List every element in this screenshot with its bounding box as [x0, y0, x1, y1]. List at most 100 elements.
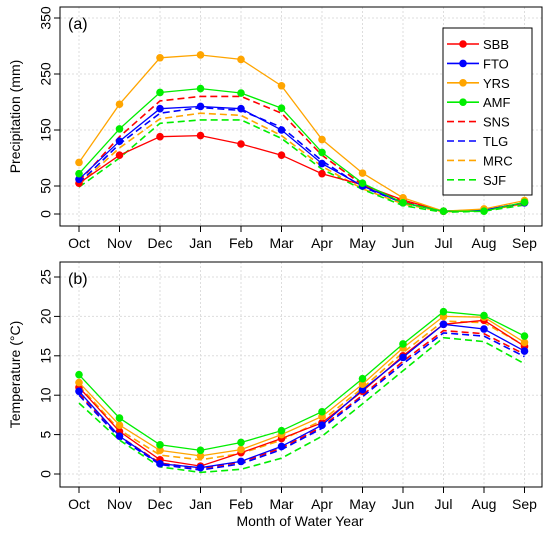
y-tick-label: 150 — [38, 118, 54, 142]
data-point-amf — [480, 311, 488, 320]
data-point-amf — [520, 332, 529, 340]
panel-a: 0 50 150 250 350 Oct Nov Dec Jan Feb Mar Apr May Jun J… — [7, 6, 543, 251]
panel-b: 0 5 10 15 20 25 Oct Nov Dec Jan Feb Mar Apr May Jun Jul… — [7, 261, 543, 512]
x-tick-label: Apr — [311, 235, 333, 251]
legend-label-tlg: TLG — [483, 134, 508, 149]
series-line-sjf — [78, 119, 525, 214]
data-point-amf — [520, 198, 529, 207]
data-point-amf — [439, 307, 448, 316]
data-point-amf — [318, 407, 326, 416]
data-point-fto — [439, 320, 448, 329]
legend-marker-sbb — [459, 40, 467, 48]
series-line-sns — [78, 329, 525, 470]
x-tick-label: May — [349, 235, 375, 251]
x-tick-label: Oct — [68, 235, 90, 251]
x-tick-label: Dec — [148, 496, 173, 512]
data-point-amf — [277, 426, 286, 435]
data-point-amf — [399, 199, 407, 207]
x-tick-label: Jun — [392, 496, 415, 512]
series-line-yrs — [78, 315, 525, 457]
y-tick-label: 20 — [38, 308, 54, 324]
panel-label: (b) — [68, 271, 88, 288]
data-point-yrs — [75, 158, 83, 167]
data-point-fto — [318, 159, 326, 168]
series-line-amf — [78, 87, 525, 212]
series-line-sjf — [78, 336, 525, 474]
data-point-amf — [115, 125, 124, 133]
data-point-sbb — [156, 132, 164, 141]
x-tick-label: Mar — [269, 496, 293, 512]
x-tick-label: Jul — [435, 235, 453, 251]
x-tick-label: Feb — [229, 235, 253, 251]
x-tick-label: Dec — [148, 235, 173, 251]
panel-label: (a) — [68, 16, 88, 33]
data-point-yrs — [520, 338, 529, 347]
y-axis-label: Precipitation (mm) — [7, 60, 23, 174]
x-tick-label: Sep — [512, 496, 537, 512]
series-line-tlg — [78, 332, 525, 471]
y-tick-label: 250 — [38, 62, 54, 86]
x-tick-label: Mar — [269, 235, 293, 251]
data-point-fto — [156, 104, 164, 113]
data-point-amf — [75, 370, 83, 379]
data-point-fto — [237, 457, 245, 466]
legend-label-sbb: SBB — [483, 37, 509, 52]
data-point-amf — [358, 374, 367, 383]
data-point-amf — [439, 207, 448, 215]
legend-marker-fto — [459, 59, 467, 68]
series-line-fto — [78, 323, 525, 469]
y-tick-label: 50 — [38, 178, 54, 194]
series-line-sbb — [78, 319, 525, 467]
data-point-fto — [75, 387, 83, 396]
x-tick-label: Aug — [472, 496, 497, 512]
x-tick-label: Oct — [68, 496, 90, 512]
y-tick-label: 25 — [38, 269, 54, 285]
data-point-yrs — [115, 100, 124, 109]
plot-frame — [59, 6, 543, 227]
data-point-yrs — [196, 51, 205, 59]
data-point-yrs — [196, 452, 205, 460]
data-point-fto — [115, 137, 124, 145]
plot-frame — [59, 261, 543, 488]
data-point-amf — [237, 89, 245, 97]
x-tick-label: Jan — [189, 496, 212, 512]
x-tick-label: May — [349, 496, 375, 512]
data-point-yrs — [318, 135, 326, 144]
data-point-amf — [318, 148, 326, 157]
data-point-amf — [156, 88, 164, 97]
data-point-yrs — [75, 378, 83, 387]
x-tick-label: Apr — [311, 496, 333, 512]
data-point-yrs — [237, 55, 245, 64]
data-point-sbb — [115, 151, 124, 159]
legend-label-sns: SNS — [483, 115, 510, 130]
x-tick-label: Jun — [392, 235, 415, 251]
data-point-sbb — [196, 131, 205, 140]
data-point-fto — [115, 432, 124, 440]
data-point-yrs — [156, 53, 164, 62]
data-point-fto — [75, 175, 83, 184]
x-tick-label: Jul — [435, 496, 453, 512]
data-point-amf — [277, 104, 286, 112]
data-point-amf — [399, 340, 407, 348]
x-tick-label: Nov — [107, 235, 132, 251]
data-point-amf — [156, 441, 164, 449]
data-point-yrs — [277, 81, 286, 90]
data-point-fto — [196, 102, 205, 111]
y-tick-label: 0 — [38, 470, 54, 478]
data-point-fto — [520, 347, 529, 355]
data-point-amf — [480, 207, 488, 215]
x-axis-label: Month of Water Year — [236, 513, 363, 529]
legend-label-sjf: SJF — [483, 173, 506, 188]
data-point-fto — [277, 126, 286, 134]
data-point-yrs — [156, 446, 164, 455]
y-tick-label: 0 — [38, 210, 54, 218]
data-point-amf — [115, 414, 124, 422]
legend-label-yrs: YRS — [483, 76, 510, 91]
data-point-fto — [480, 325, 488, 333]
x-tick-label: Feb — [229, 496, 253, 512]
data-point-sbb — [237, 140, 245, 148]
data-point-fto — [196, 463, 205, 472]
x-tick-label: Aug — [472, 235, 497, 251]
data-point-yrs — [358, 169, 367, 177]
